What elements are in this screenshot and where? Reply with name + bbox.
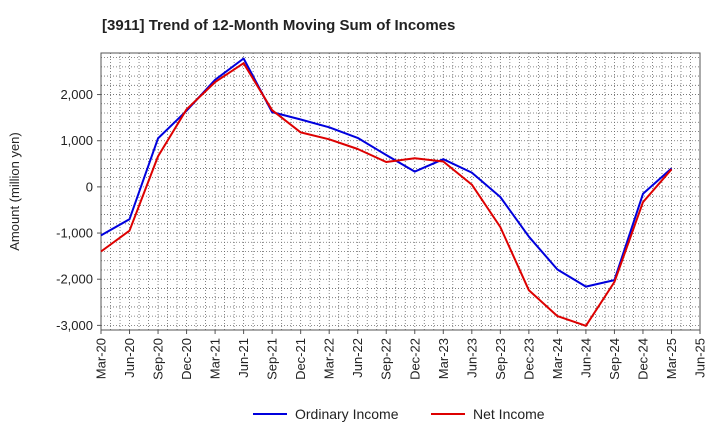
y-tick-label: 2,000	[60, 87, 93, 102]
y-tick-label: -2,000	[56, 272, 93, 287]
x-tick-label: Dec-24	[635, 338, 650, 380]
x-tick-label: Dec-22	[407, 338, 422, 380]
plot-frame	[100, 52, 701, 331]
x-tick-label: Mar-22	[322, 338, 337, 379]
x-axis-ticks: Mar-20 Jun-20 Sep-20 Dec-20 Mar-21 Jun-21 Sep-…	[94, 330, 708, 380]
x-tick-label: Sep-20	[151, 338, 166, 380]
x-tick-label: Jun-24	[578, 338, 593, 378]
x-tick-label: Jun-20	[122, 338, 137, 378]
x-tick-label: Dec-21	[293, 338, 308, 380]
legend: Ordinary Income Net Income	[253, 406, 545, 422]
x-tick-label: Mar-25	[664, 338, 679, 379]
x-tick-label: Jun-21	[236, 338, 251, 378]
x-tick-label: Sep-23	[493, 338, 508, 380]
y-axis-ticks: -3,000 -2,000 -1,000 0 1,000 2,000	[56, 87, 101, 333]
x-tick-label: Mar-24	[550, 338, 565, 379]
y-tick-label: -3,000	[56, 318, 93, 333]
x-tick-label: Dec-23	[521, 338, 536, 380]
series	[100, 57, 673, 327]
grid	[100, 53, 701, 330]
y-tick-label: 1,000	[60, 133, 93, 148]
x-tick-label: Jun-23	[464, 338, 479, 378]
x-tick-label: Sep-22	[379, 338, 394, 380]
x-tick-label: Sep-24	[607, 338, 622, 380]
y-tick-label: 0	[86, 179, 93, 194]
x-tick-label: Sep-21	[265, 338, 280, 380]
legend-label-ordinary-income: Ordinary Income	[295, 406, 399, 422]
legend-label-net-income: Net Income	[473, 406, 545, 422]
y-axis-label: Amount (million yen)	[7, 132, 22, 251]
x-tick-label: Mar-20	[94, 338, 109, 379]
x-tick-label: Jun-25	[693, 338, 708, 378]
x-tick-label: Dec-20	[179, 338, 194, 380]
y-tick-label: -1,000	[56, 226, 93, 241]
x-tick-label: Mar-23	[436, 338, 451, 379]
x-tick-label: Jun-22	[350, 338, 365, 378]
chart-title: [3911] Trend of 12-Month Moving Sum of I…	[102, 17, 455, 34]
x-tick-label: Mar-21	[208, 338, 223, 379]
series-line-net-income	[100, 62, 673, 327]
